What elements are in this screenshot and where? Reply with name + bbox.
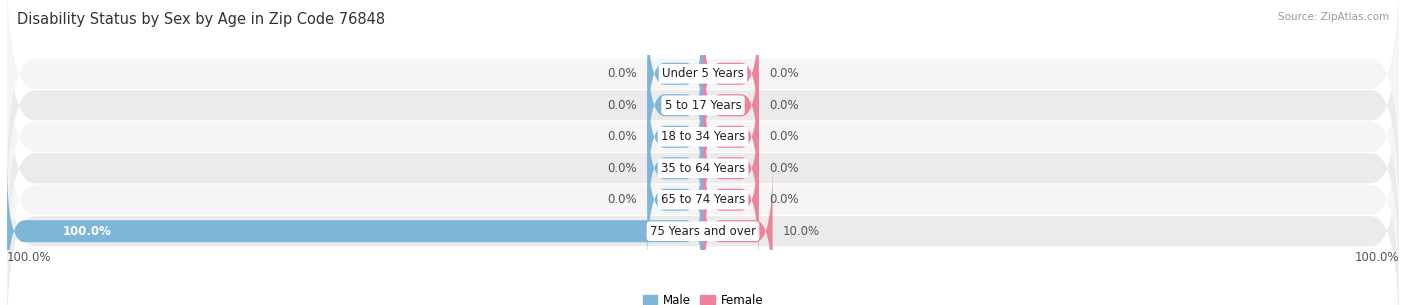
Text: 0.0%: 0.0% [769, 162, 799, 175]
Text: 0.0%: 0.0% [607, 67, 637, 80]
Legend: Male, Female: Male, Female [643, 294, 763, 305]
FancyBboxPatch shape [7, 89, 1399, 305]
FancyBboxPatch shape [703, 163, 773, 299]
Text: 10.0%: 10.0% [783, 225, 820, 238]
Text: 100.0%: 100.0% [7, 251, 52, 264]
FancyBboxPatch shape [7, 26, 1399, 248]
Text: 35 to 64 Years: 35 to 64 Years [661, 162, 745, 175]
Text: 5 to 17 Years: 5 to 17 Years [665, 99, 741, 112]
FancyBboxPatch shape [703, 38, 759, 173]
Text: Under 5 Years: Under 5 Years [662, 67, 744, 80]
FancyBboxPatch shape [703, 69, 759, 204]
FancyBboxPatch shape [647, 38, 703, 173]
Text: 0.0%: 0.0% [607, 130, 637, 143]
Text: 100.0%: 100.0% [63, 225, 111, 238]
Text: 75 Years and over: 75 Years and over [650, 225, 756, 238]
FancyBboxPatch shape [647, 6, 703, 142]
Text: 18 to 34 Years: 18 to 34 Years [661, 130, 745, 143]
FancyBboxPatch shape [7, 163, 703, 299]
FancyBboxPatch shape [647, 132, 703, 267]
Text: 100.0%: 100.0% [1354, 251, 1399, 264]
Text: 0.0%: 0.0% [769, 67, 799, 80]
Text: 0.0%: 0.0% [769, 99, 799, 112]
FancyBboxPatch shape [703, 101, 759, 236]
Text: 65 to 74 Years: 65 to 74 Years [661, 193, 745, 206]
Text: 0.0%: 0.0% [607, 162, 637, 175]
FancyBboxPatch shape [7, 57, 1399, 279]
FancyBboxPatch shape [647, 101, 703, 236]
Text: Source: ZipAtlas.com: Source: ZipAtlas.com [1278, 12, 1389, 22]
FancyBboxPatch shape [7, 120, 1399, 305]
Text: Disability Status by Sex by Age in Zip Code 76848: Disability Status by Sex by Age in Zip C… [17, 12, 385, 27]
Text: 0.0%: 0.0% [769, 193, 799, 206]
FancyBboxPatch shape [7, 0, 1399, 216]
Text: 0.0%: 0.0% [607, 99, 637, 112]
FancyBboxPatch shape [7, 0, 1399, 185]
FancyBboxPatch shape [647, 69, 703, 204]
FancyBboxPatch shape [703, 6, 759, 142]
FancyBboxPatch shape [703, 132, 759, 267]
Text: 0.0%: 0.0% [607, 193, 637, 206]
Text: 0.0%: 0.0% [769, 130, 799, 143]
